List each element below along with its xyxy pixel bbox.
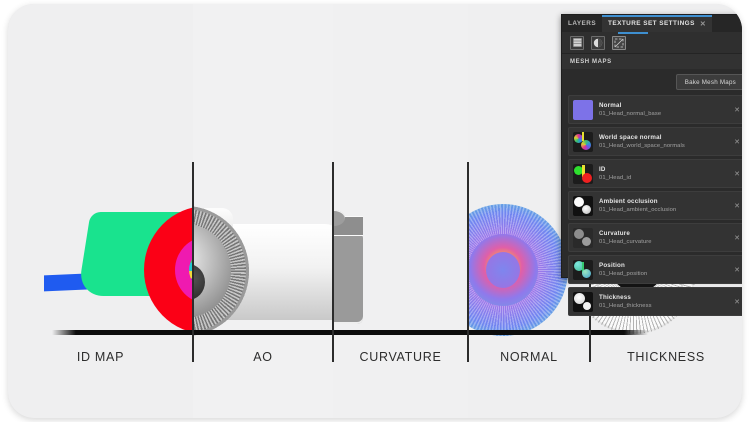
texture-set-settings-panel: LAYERS TEXTURE SET SETTINGS ✕ bbox=[561, 14, 742, 316]
mesh-map-thumbnail-position bbox=[573, 259, 593, 280]
map-label-curvature: CURVATURE bbox=[359, 350, 442, 364]
shading-icon[interactable] bbox=[591, 35, 605, 50]
mesh-map-row-id[interactable]: ID 01_Head_id ✕ bbox=[568, 159, 742, 188]
mesh-maps-title: MESH MAPS bbox=[570, 58, 612, 65]
remove-mesh-map-icon-id[interactable]: ✕ bbox=[734, 170, 740, 178]
mesh-map-row-position[interactable]: Position 01_Head_position ✕ bbox=[568, 255, 742, 284]
mesh-map-thumbnail-world-space-normal bbox=[573, 131, 593, 152]
bake-row: Bake Mesh Maps bbox=[568, 74, 742, 90]
mesh-map-row-ambient-occlusion[interactable]: Ambient occlusion 01_Head_ambient_occlus… bbox=[568, 191, 742, 220]
mesh-map-file-world-space-normal: 01_Head_world_space_normals bbox=[599, 142, 685, 149]
mesh-map-thumbnail-thickness bbox=[573, 291, 593, 312]
uv-reprojection-icon[interactable] bbox=[612, 35, 626, 50]
tab-texture-set-settings-label: TEXTURE SET SETTINGS bbox=[608, 20, 695, 27]
mesh-map-thumbnail-curvature bbox=[573, 227, 593, 248]
band-id-map bbox=[8, 4, 193, 418]
map-label-row: ID MAP AO CURVATURE NORMAL THICKNESS bbox=[8, 340, 742, 374]
map-label-normal: NORMAL bbox=[500, 350, 558, 364]
mesh-map-name-world-space-normal: World space normal bbox=[599, 133, 662, 141]
uv-reprojection-glyph bbox=[614, 38, 624, 47]
mesh-map-name-curvature: Curvature bbox=[599, 229, 631, 237]
tab-active-accent bbox=[602, 15, 713, 17]
car-slice-id-map bbox=[44, 154, 193, 339]
section-divider-3 bbox=[467, 162, 469, 362]
remove-mesh-map-icon-world-space-normal[interactable]: ✕ bbox=[734, 138, 740, 146]
ground-shadow bbox=[52, 330, 648, 335]
panel-tab-bar: LAYERS TEXTURE SET SETTINGS ✕ bbox=[562, 15, 742, 32]
panel-toolbar bbox=[562, 32, 742, 54]
mesh-map-name-position: Position bbox=[599, 261, 626, 269]
mesh-map-name-ambient-occlusion: Ambient occlusion bbox=[599, 197, 658, 205]
shading-glyph bbox=[593, 38, 603, 47]
remove-mesh-map-icon-normal[interactable]: ✕ bbox=[734, 106, 740, 114]
close-icon[interactable]: ✕ bbox=[699, 20, 707, 28]
car-slice-ao bbox=[193, 154, 333, 339]
mesh-map-file-id: 01_Head_id bbox=[599, 174, 632, 181]
mesh-maps-body: Bake Mesh Maps Normal 01_Head_normal_bas… bbox=[562, 69, 742, 325]
tab-texture-set-settings[interactable]: TEXTURE SET SETTINGS ✕ bbox=[602, 15, 713, 32]
tab-layers[interactable]: LAYERS bbox=[562, 15, 602, 32]
mesh-map-file-curvature: 01_Head_curvature bbox=[599, 238, 652, 245]
band-curvature bbox=[333, 4, 468, 418]
tab-layers-label: LAYERS bbox=[568, 20, 597, 27]
map-label-id-map: ID MAP bbox=[76, 350, 125, 364]
texture-set-icon[interactable] bbox=[570, 35, 584, 50]
remove-mesh-map-icon-ambient-occlusion[interactable]: ✕ bbox=[734, 202, 740, 210]
car-slice-curvature bbox=[333, 154, 468, 339]
car-slice-normal bbox=[468, 154, 590, 339]
section-divider-2 bbox=[332, 162, 334, 362]
mesh-map-row-curvature[interactable]: Curvature 01_Head_curvature ✕ bbox=[568, 223, 742, 252]
map-label-thickness: THICKNESS bbox=[627, 350, 705, 364]
mesh-map-row-world-space-normal[interactable]: World space normal 01_Head_world_space_n… bbox=[568, 127, 742, 156]
mesh-map-file-position: 01_Head_position bbox=[599, 270, 648, 277]
remove-mesh-map-icon-curvature[interactable]: ✕ bbox=[734, 234, 740, 242]
mesh-map-name-id: ID bbox=[599, 165, 606, 173]
mesh-map-name-thickness: Thickness bbox=[599, 293, 632, 301]
bake-mesh-maps-button[interactable]: Bake Mesh Maps bbox=[675, 74, 742, 90]
section-divider-1 bbox=[192, 162, 194, 362]
mesh-map-row-thickness[interactable]: Thickness 01_Head_thickness ✕ bbox=[568, 287, 742, 316]
mesh-map-thumbnail-ambient-occlusion bbox=[573, 195, 593, 216]
texture-set-glyph bbox=[572, 38, 582, 47]
toolbar-accent-line bbox=[618, 32, 648, 34]
mesh-maps-section-header: MESH MAPS bbox=[562, 54, 742, 69]
mesh-map-name-normal: Normal bbox=[599, 101, 622, 109]
mesh-map-file-thickness: 01_Head_thickness bbox=[599, 302, 652, 309]
mesh-map-row-normal[interactable]: Normal 01_Head_normal_base ✕ bbox=[568, 95, 742, 124]
map-label-ao: AO bbox=[253, 350, 273, 364]
remove-mesh-map-icon-position[interactable]: ✕ bbox=[734, 266, 740, 274]
remove-mesh-map-icon-thickness[interactable]: ✕ bbox=[734, 298, 740, 306]
mesh-map-file-normal: 01_Head_normal_base bbox=[599, 110, 662, 117]
mesh-map-thumbnail-id bbox=[573, 163, 593, 184]
mesh-map-file-ambient-occlusion: 01_Head_ambient_occlusion bbox=[599, 206, 677, 213]
app-card: ID MAP AO CURVATURE NORMAL THICKNESS LAY… bbox=[8, 4, 742, 418]
mesh-map-thumbnail-normal bbox=[573, 99, 593, 120]
